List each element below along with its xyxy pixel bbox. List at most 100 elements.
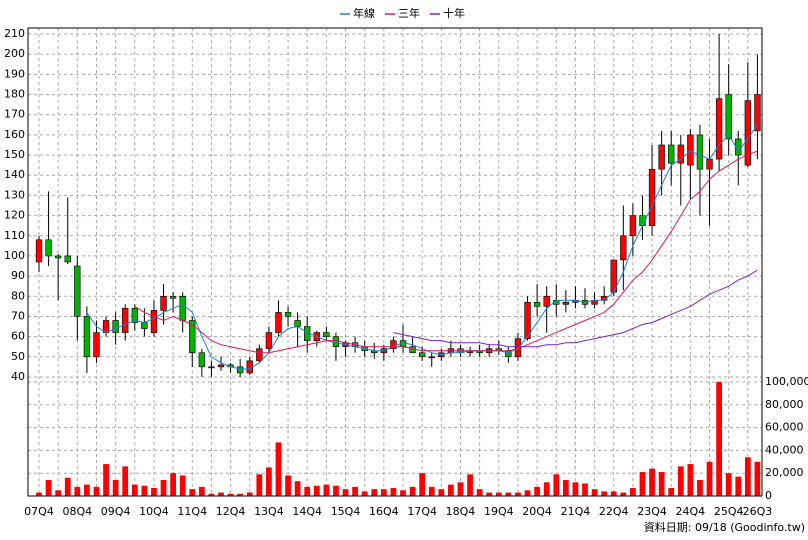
volume-bar <box>495 492 502 496</box>
volume-bar <box>409 486 416 496</box>
volume-bar <box>55 490 62 496</box>
volume-bar <box>371 489 378 496</box>
candle-body <box>93 332 100 358</box>
candle-body <box>160 295 167 311</box>
x-tick-label: 20Q4 <box>522 505 552 518</box>
candle-body <box>332 336 340 347</box>
candle-body <box>45 239 52 257</box>
volume-bar <box>486 492 493 496</box>
volume-bar <box>131 484 138 496</box>
candle-body <box>131 308 138 323</box>
volume-bar <box>294 481 301 496</box>
y-tick-label: 210 <box>4 27 25 40</box>
candle-body <box>236 366 244 374</box>
candle-body <box>189 320 196 354</box>
volume-bar <box>687 464 694 496</box>
volume-bar <box>45 480 52 496</box>
volume-bar <box>237 493 244 496</box>
volume-bar <box>467 474 473 496</box>
volume-bar <box>582 483 588 496</box>
volume-bar <box>198 486 205 496</box>
volume-bar <box>84 484 90 496</box>
candle-body <box>428 356 435 359</box>
volume-bar <box>438 489 445 496</box>
volume-bar <box>313 485 320 496</box>
volume-bar <box>246 492 253 496</box>
candle-body <box>294 320 301 327</box>
volume-bar <box>151 488 157 496</box>
candle-body <box>562 302 570 305</box>
candle-body <box>122 308 129 333</box>
legend-label: 十年 <box>443 6 465 20</box>
y-tick-label: 150 <box>4 148 25 161</box>
volume-bar <box>697 480 703 496</box>
y-tick-label: 50 <box>11 350 25 363</box>
candle-body <box>284 312 292 317</box>
candle-body <box>744 100 752 166</box>
candle-body <box>208 366 215 369</box>
volume-bar <box>304 486 311 496</box>
volume-bar <box>524 490 531 496</box>
ma-line <box>393 269 758 348</box>
ma-line <box>134 150 758 354</box>
candle-body <box>668 144 675 164</box>
volume-bar <box>610 491 617 496</box>
candle-body <box>323 332 330 337</box>
legend-label: 三年 <box>398 6 420 20</box>
volume-bar <box>266 467 272 496</box>
volume-bar <box>428 486 435 496</box>
candle-body <box>706 158 713 170</box>
y-tick-label: 180 <box>4 88 25 101</box>
x-tick-label: 08Q4 <box>62 505 92 518</box>
candle-body <box>533 302 541 307</box>
volume-bar <box>400 490 406 496</box>
volume-bar <box>515 492 521 496</box>
volume-bar <box>380 489 387 496</box>
y2-tick-label: 60,000 <box>765 421 804 434</box>
y-tick-label: 200 <box>4 47 25 60</box>
candle-body <box>658 144 665 170</box>
y2-tick-label: 40,000 <box>765 443 804 456</box>
volume-bar <box>448 484 454 496</box>
volume-bar <box>649 468 655 496</box>
volume-bar <box>668 488 675 496</box>
candle-body <box>141 322 148 329</box>
volume-bar <box>74 486 81 496</box>
volume-bar <box>553 474 560 496</box>
x-tick-label: 26Q3 <box>743 505 773 518</box>
candle-body <box>543 295 550 307</box>
x-tick-label: 22Q4 <box>599 505 629 518</box>
candle-body <box>409 346 416 354</box>
volume-bar <box>141 485 148 496</box>
volume-bar <box>361 491 368 496</box>
footer: 資料日期: 09/18 (Goodinfo.tw) <box>644 520 805 534</box>
volume-bar <box>591 489 598 496</box>
candle-body <box>524 302 531 339</box>
y-tick-label: 60 <box>11 330 25 343</box>
volume-bar <box>112 480 119 496</box>
y2-tick-label: 20,000 <box>765 466 804 479</box>
volume-bar <box>658 472 665 496</box>
volume-bar <box>534 486 540 496</box>
y-tick-label: 100 <box>4 249 25 262</box>
candle-body <box>696 134 704 170</box>
volume-bar <box>285 475 291 496</box>
volume-bar <box>179 475 186 496</box>
candle-body <box>112 320 119 333</box>
x-tick-label: 18Q4 <box>446 505 476 518</box>
x-tick-label: 19Q4 <box>484 505 514 518</box>
x-tick-label: 21Q4 <box>561 505 591 518</box>
volume-bar <box>189 489 196 496</box>
volume-bar <box>639 472 646 496</box>
x-tick-label: 14Q4 <box>292 505 322 518</box>
volume-bar <box>562 480 569 496</box>
volume-bar <box>543 482 550 496</box>
volume-bar <box>716 382 722 496</box>
volume-bar <box>505 492 512 496</box>
y-tick-label: 80 <box>11 289 25 302</box>
volume-bar <box>36 492 42 496</box>
volume-bar <box>170 473 176 496</box>
candle-body <box>54 255 62 259</box>
